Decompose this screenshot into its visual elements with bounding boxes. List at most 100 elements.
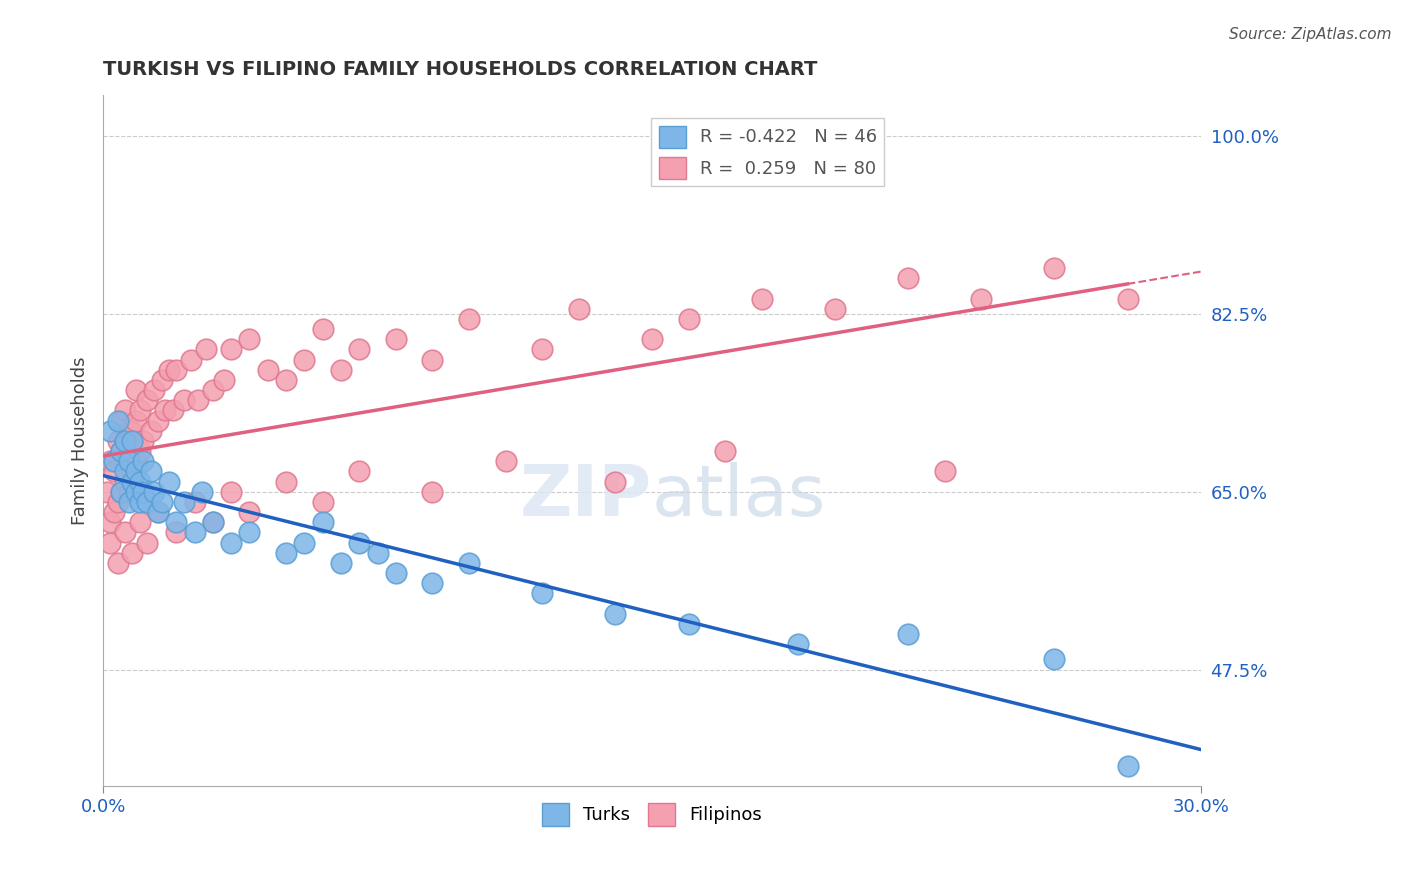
Turks [458,556,481,570]
Filipinos [311,495,333,509]
Turks [219,535,242,549]
Filipinos [121,546,143,560]
Filipinos [292,352,315,367]
Filipinos [121,465,143,479]
Filipinos [274,475,297,489]
Turks [118,495,141,509]
Filipinos [1043,261,1066,276]
Turks [1043,652,1066,666]
Filipinos [157,363,180,377]
Filipinos [128,403,150,417]
Text: TURKISH VS FILIPINO FAMILY HOUSEHOLDS CORRELATION CHART: TURKISH VS FILIPINO FAMILY HOUSEHOLDS CO… [103,60,817,78]
Turks [385,566,408,580]
Filipinos [422,352,444,367]
Filipinos [568,301,591,316]
Filipinos [385,332,408,346]
Filipinos [180,352,202,367]
Turks [132,454,155,468]
Filipinos [110,484,132,499]
Turks [605,607,627,621]
Turks [897,627,920,641]
Text: Source: ZipAtlas.com: Source: ZipAtlas.com [1229,27,1392,42]
Turks [157,475,180,489]
Filipinos [173,393,195,408]
Text: ZIP: ZIP [520,462,652,531]
Filipinos [422,484,444,499]
Y-axis label: Family Households: Family Households [72,357,89,525]
Turks [292,535,315,549]
Turks [330,556,353,570]
Filipinos [349,343,371,357]
Filipinos [349,465,371,479]
Turks [114,465,136,479]
Filipinos [143,383,166,397]
Turks [173,495,195,509]
Filipinos [114,525,136,540]
Filipinos [128,444,150,458]
Turks [118,454,141,468]
Filipinos [824,301,846,316]
Filipinos [114,434,136,448]
Filipinos [107,556,129,570]
Filipinos [714,444,737,458]
Filipinos [107,495,129,509]
Filipinos [219,484,242,499]
Filipinos [121,424,143,438]
Filipinos [146,414,169,428]
Filipinos [136,535,159,549]
Filipinos [150,373,173,387]
Turks [107,414,129,428]
Filipinos [194,343,217,357]
Filipinos [531,343,554,357]
Turks [114,434,136,448]
Turks [183,525,205,540]
Filipinos [219,343,242,357]
Turks [165,515,187,529]
Turks [103,454,125,468]
Filipinos [155,403,177,417]
Filipinos [970,292,993,306]
Filipinos [125,454,148,468]
Turks [143,484,166,499]
Filipinos [110,414,132,428]
Turks [128,475,150,489]
Turks [531,586,554,600]
Filipinos [605,475,627,489]
Filipinos [125,383,148,397]
Turks [787,637,810,651]
Turks [1116,759,1139,773]
Filipinos [146,505,169,519]
Turks [311,515,333,529]
Filipinos [165,525,187,540]
Filipinos [103,465,125,479]
Filipinos [139,424,162,438]
Turks [191,484,214,499]
Filipinos [201,383,224,397]
Turks [422,576,444,591]
Filipinos [187,393,209,408]
Filipinos [934,465,956,479]
Filipinos [107,434,129,448]
Turks [146,505,169,519]
Filipinos [183,495,205,509]
Turks [128,495,150,509]
Filipinos [238,332,260,346]
Filipinos [114,403,136,417]
Turks [678,616,700,631]
Filipinos [897,271,920,285]
Legend: Turks, Filipinos: Turks, Filipinos [534,797,769,833]
Filipinos [96,484,118,499]
Filipinos [641,332,664,346]
Filipinos [1116,292,1139,306]
Filipinos [330,363,353,377]
Filipinos [110,444,132,458]
Filipinos [100,535,122,549]
Filipinos [201,515,224,529]
Filipinos [136,393,159,408]
Filipinos [751,292,773,306]
Filipinos [311,322,333,336]
Filipinos [495,454,517,468]
Filipinos [114,475,136,489]
Filipinos [100,454,122,468]
Filipinos [103,505,125,519]
